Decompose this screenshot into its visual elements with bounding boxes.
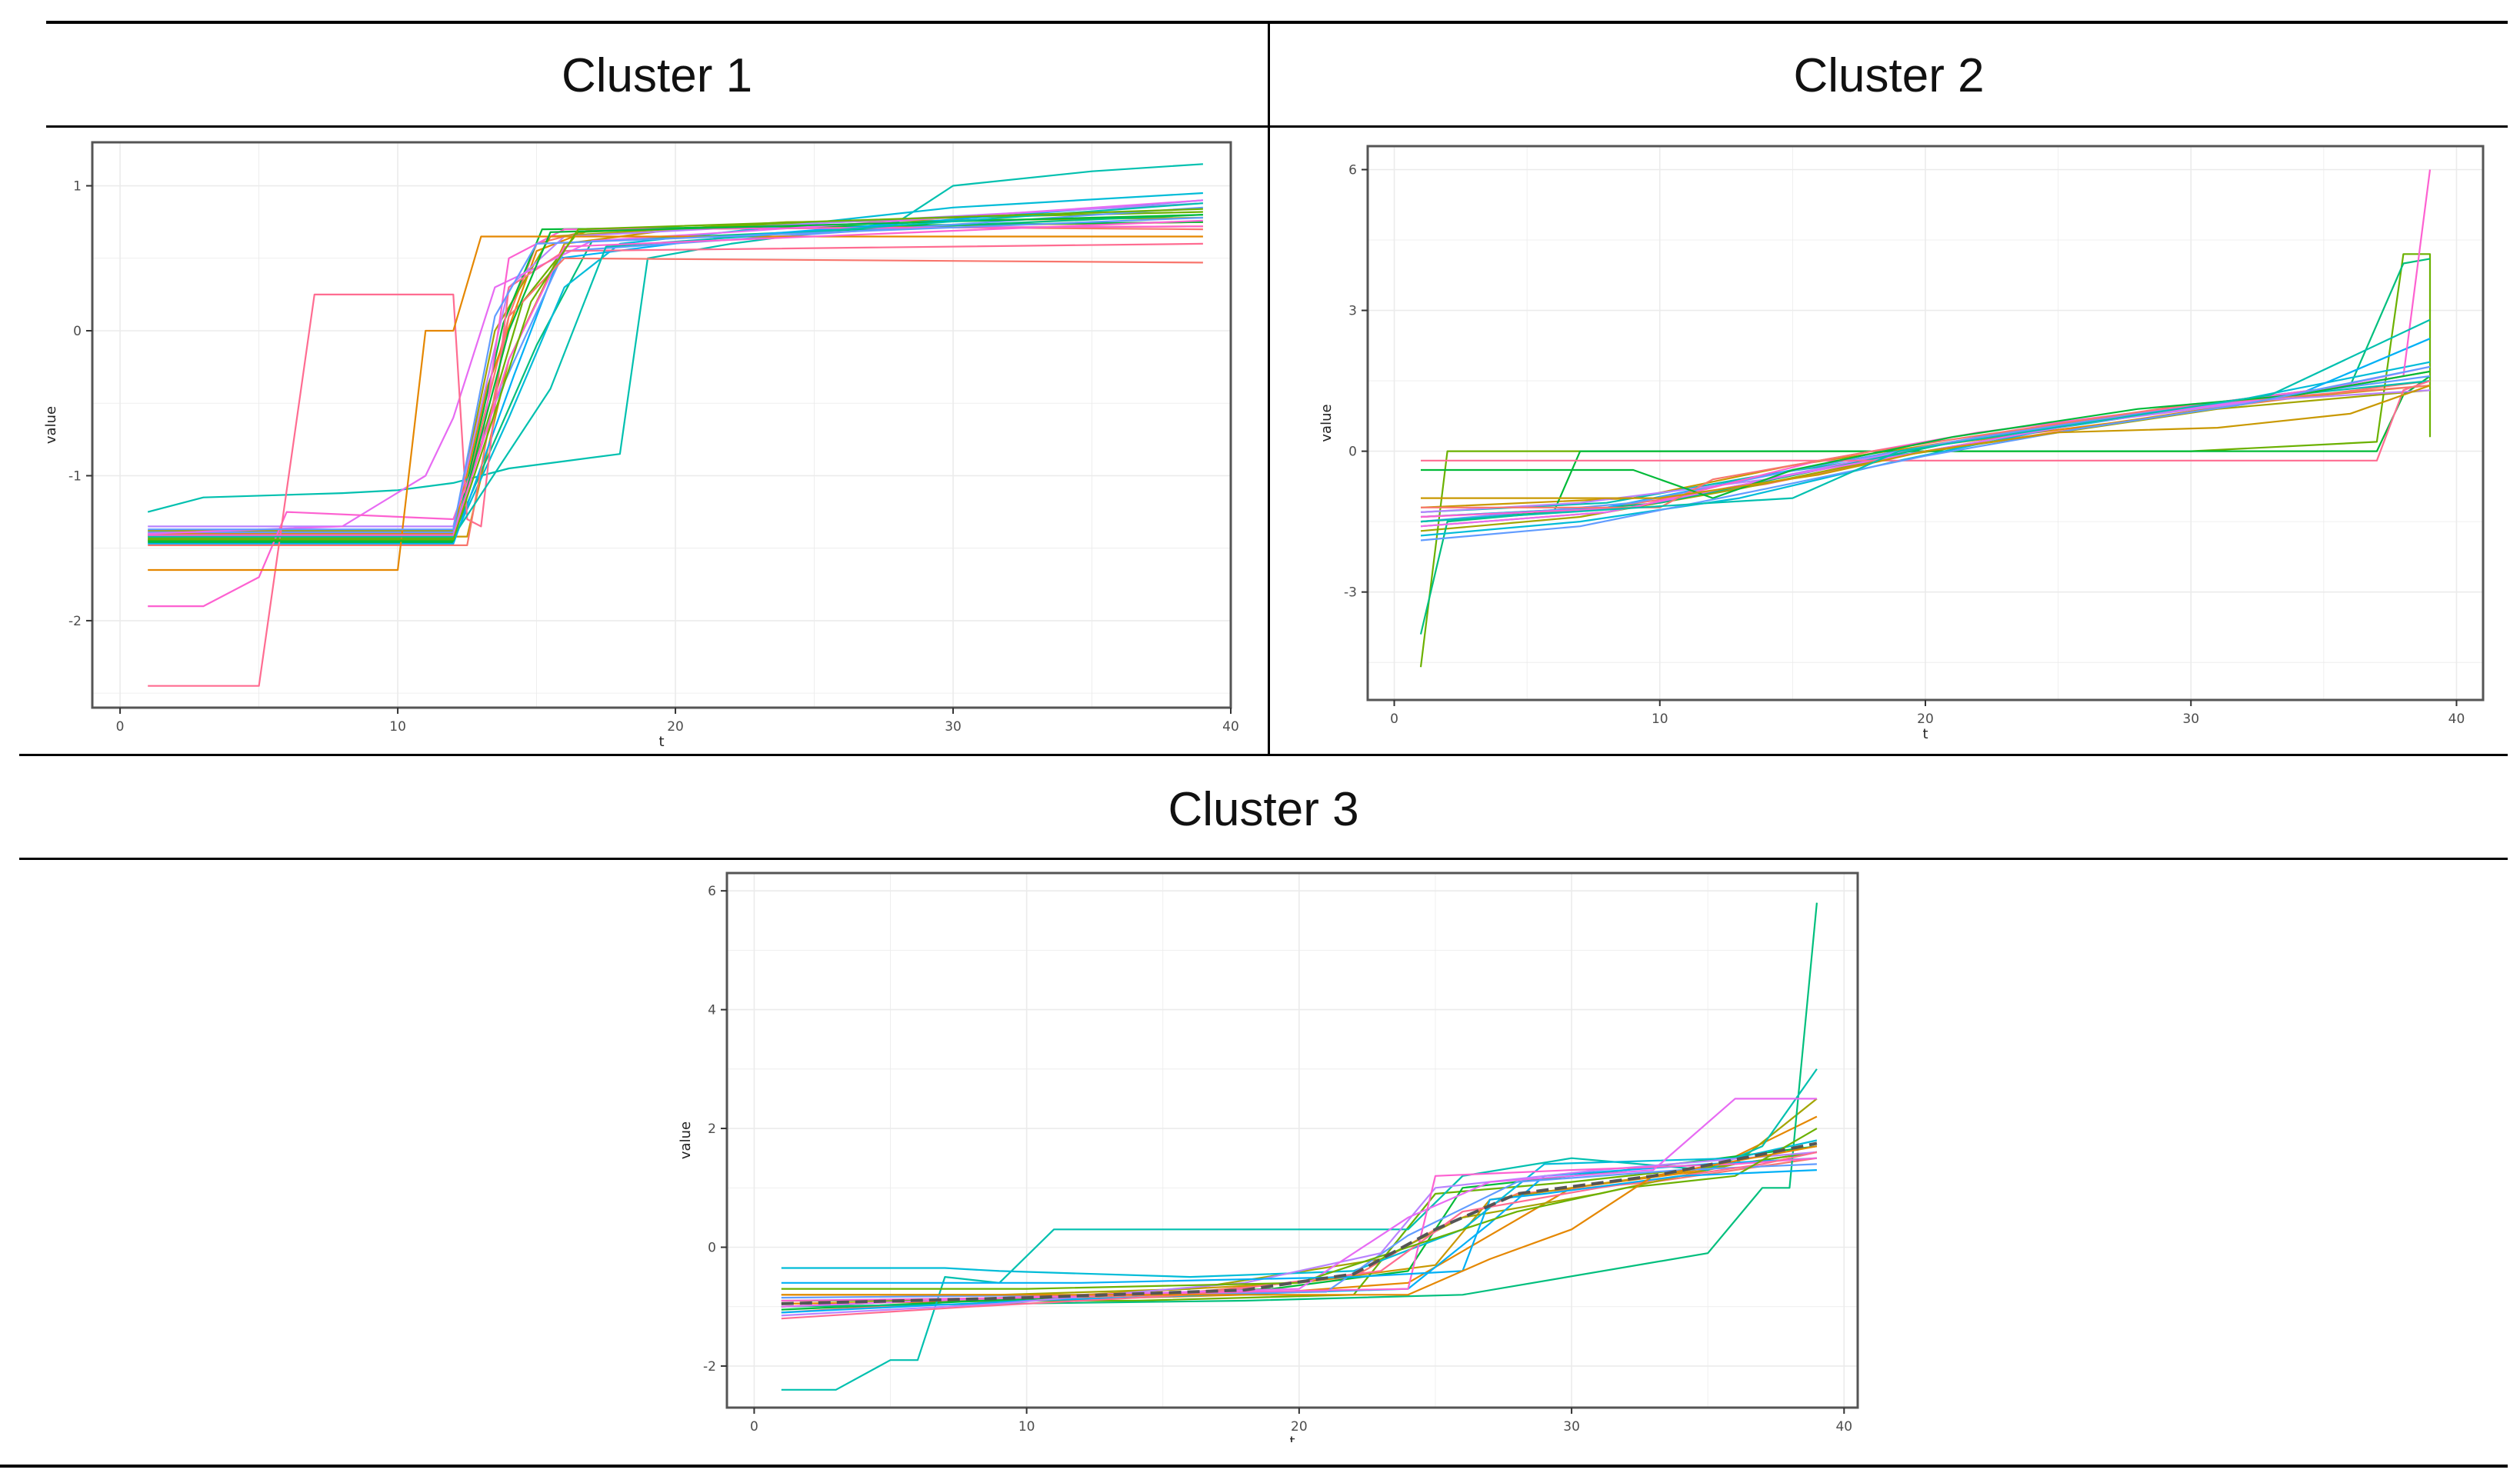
y-tick-label: 0 xyxy=(708,1241,716,1256)
caption-cluster-1: Cluster 1 xyxy=(561,49,753,102)
x-tick-label: 20 xyxy=(667,719,684,735)
series-line-s14 xyxy=(148,225,1203,608)
series-line-s20 xyxy=(1420,318,2431,523)
table-bottom-rule xyxy=(0,1465,2508,1468)
series-line-s7 xyxy=(781,902,1818,1308)
caption-cluster-2: Cluster 2 xyxy=(1793,49,1985,102)
y-tick-label: -3 xyxy=(1344,585,1357,601)
x-tick-label: 10 xyxy=(1652,712,1668,727)
x-tick-label: 0 xyxy=(1390,712,1398,727)
panel-border xyxy=(91,141,1232,709)
x-tick-label: 0 xyxy=(750,1419,758,1435)
y-axis-title: value xyxy=(1318,404,1335,442)
series-line-s10 xyxy=(148,199,1203,545)
series-line-s18 xyxy=(1420,365,2431,542)
series-line-s22 xyxy=(148,208,1203,541)
x-tick-label: 10 xyxy=(1018,1419,1035,1435)
y-axis-title: value xyxy=(43,406,59,444)
x-axis-title: t xyxy=(1289,1434,1295,1442)
series-line-s16 xyxy=(148,257,1203,547)
x-tick-label: 30 xyxy=(945,719,962,735)
row1-bottom-rule xyxy=(19,754,2508,756)
plot-area xyxy=(727,873,1858,1408)
x-tick-label: 40 xyxy=(1835,1419,1852,1435)
chart-cluster-1: 0 10 20 30 40 -2 -1 0 1 t value xyxy=(43,141,1239,746)
x-axis-title: t xyxy=(658,734,664,746)
x-tick-label: 30 xyxy=(1563,1419,1580,1435)
series-line-s20 xyxy=(148,216,1203,531)
chart-cluster-2: 0 10 20 30 40 -3 0 3 6 t value xyxy=(1318,145,2485,742)
series-line-s15 xyxy=(781,1151,1818,1320)
y-axis-title: value xyxy=(678,1121,694,1159)
x-tick-label: 40 xyxy=(2448,712,2465,727)
column-divider xyxy=(1268,22,1270,755)
y-tick-label: 2 xyxy=(708,1121,716,1137)
series-line-s17 xyxy=(148,235,1203,572)
series-line-s9 xyxy=(781,1139,1818,1278)
x-tick-label: 0 xyxy=(116,719,125,735)
series-line-s8 xyxy=(147,163,1203,513)
y-tick-label: -1 xyxy=(68,468,82,484)
y-tick-label: 0 xyxy=(73,324,82,339)
chart-cluster-3: 0 10 20 30 40 -2 0 2 4 6 t value xyxy=(678,871,1859,1442)
series-line-s18 xyxy=(148,214,1203,542)
header-rule-row2 xyxy=(19,858,2508,860)
x-tick-label: 20 xyxy=(1917,712,1934,727)
table-top-rule xyxy=(46,21,2508,24)
y-tick-label: -2 xyxy=(703,1359,716,1375)
series-line-s19 xyxy=(1421,385,2431,499)
y-tick-label: 3 xyxy=(1348,304,1357,319)
series-line-s12 xyxy=(781,1151,1817,1317)
x-axis-title: t xyxy=(1922,726,1928,742)
y-tick-label: 6 xyxy=(1348,163,1357,178)
series-line-s21 xyxy=(148,219,1203,536)
series-line-s5 xyxy=(1419,253,2432,668)
series-line-s13 xyxy=(148,199,1203,535)
y-tick-label: -2 xyxy=(68,614,82,629)
series-line-s15 xyxy=(148,242,1203,687)
caption-cluster-3: Cluster 3 xyxy=(1168,783,1359,836)
x-tick-label: 20 xyxy=(1291,1419,1308,1435)
series-line-s19 xyxy=(148,202,1203,538)
y-tick-label: 4 xyxy=(708,1003,716,1018)
header-rule-row1 xyxy=(46,125,2508,128)
panel-border xyxy=(725,871,1859,1409)
x-tick-label: 40 xyxy=(1222,719,1239,735)
y-tick-label: 1 xyxy=(73,179,82,195)
series-line-s17 xyxy=(781,1169,1817,1284)
x-tick-label: 30 xyxy=(2182,712,2199,727)
y-tick-label: 0 xyxy=(1348,445,1357,460)
mean-line xyxy=(781,1141,1818,1305)
y-tick-label: 6 xyxy=(708,884,716,899)
series-line-s16 xyxy=(781,1128,1818,1290)
x-tick-label: 10 xyxy=(389,719,406,735)
